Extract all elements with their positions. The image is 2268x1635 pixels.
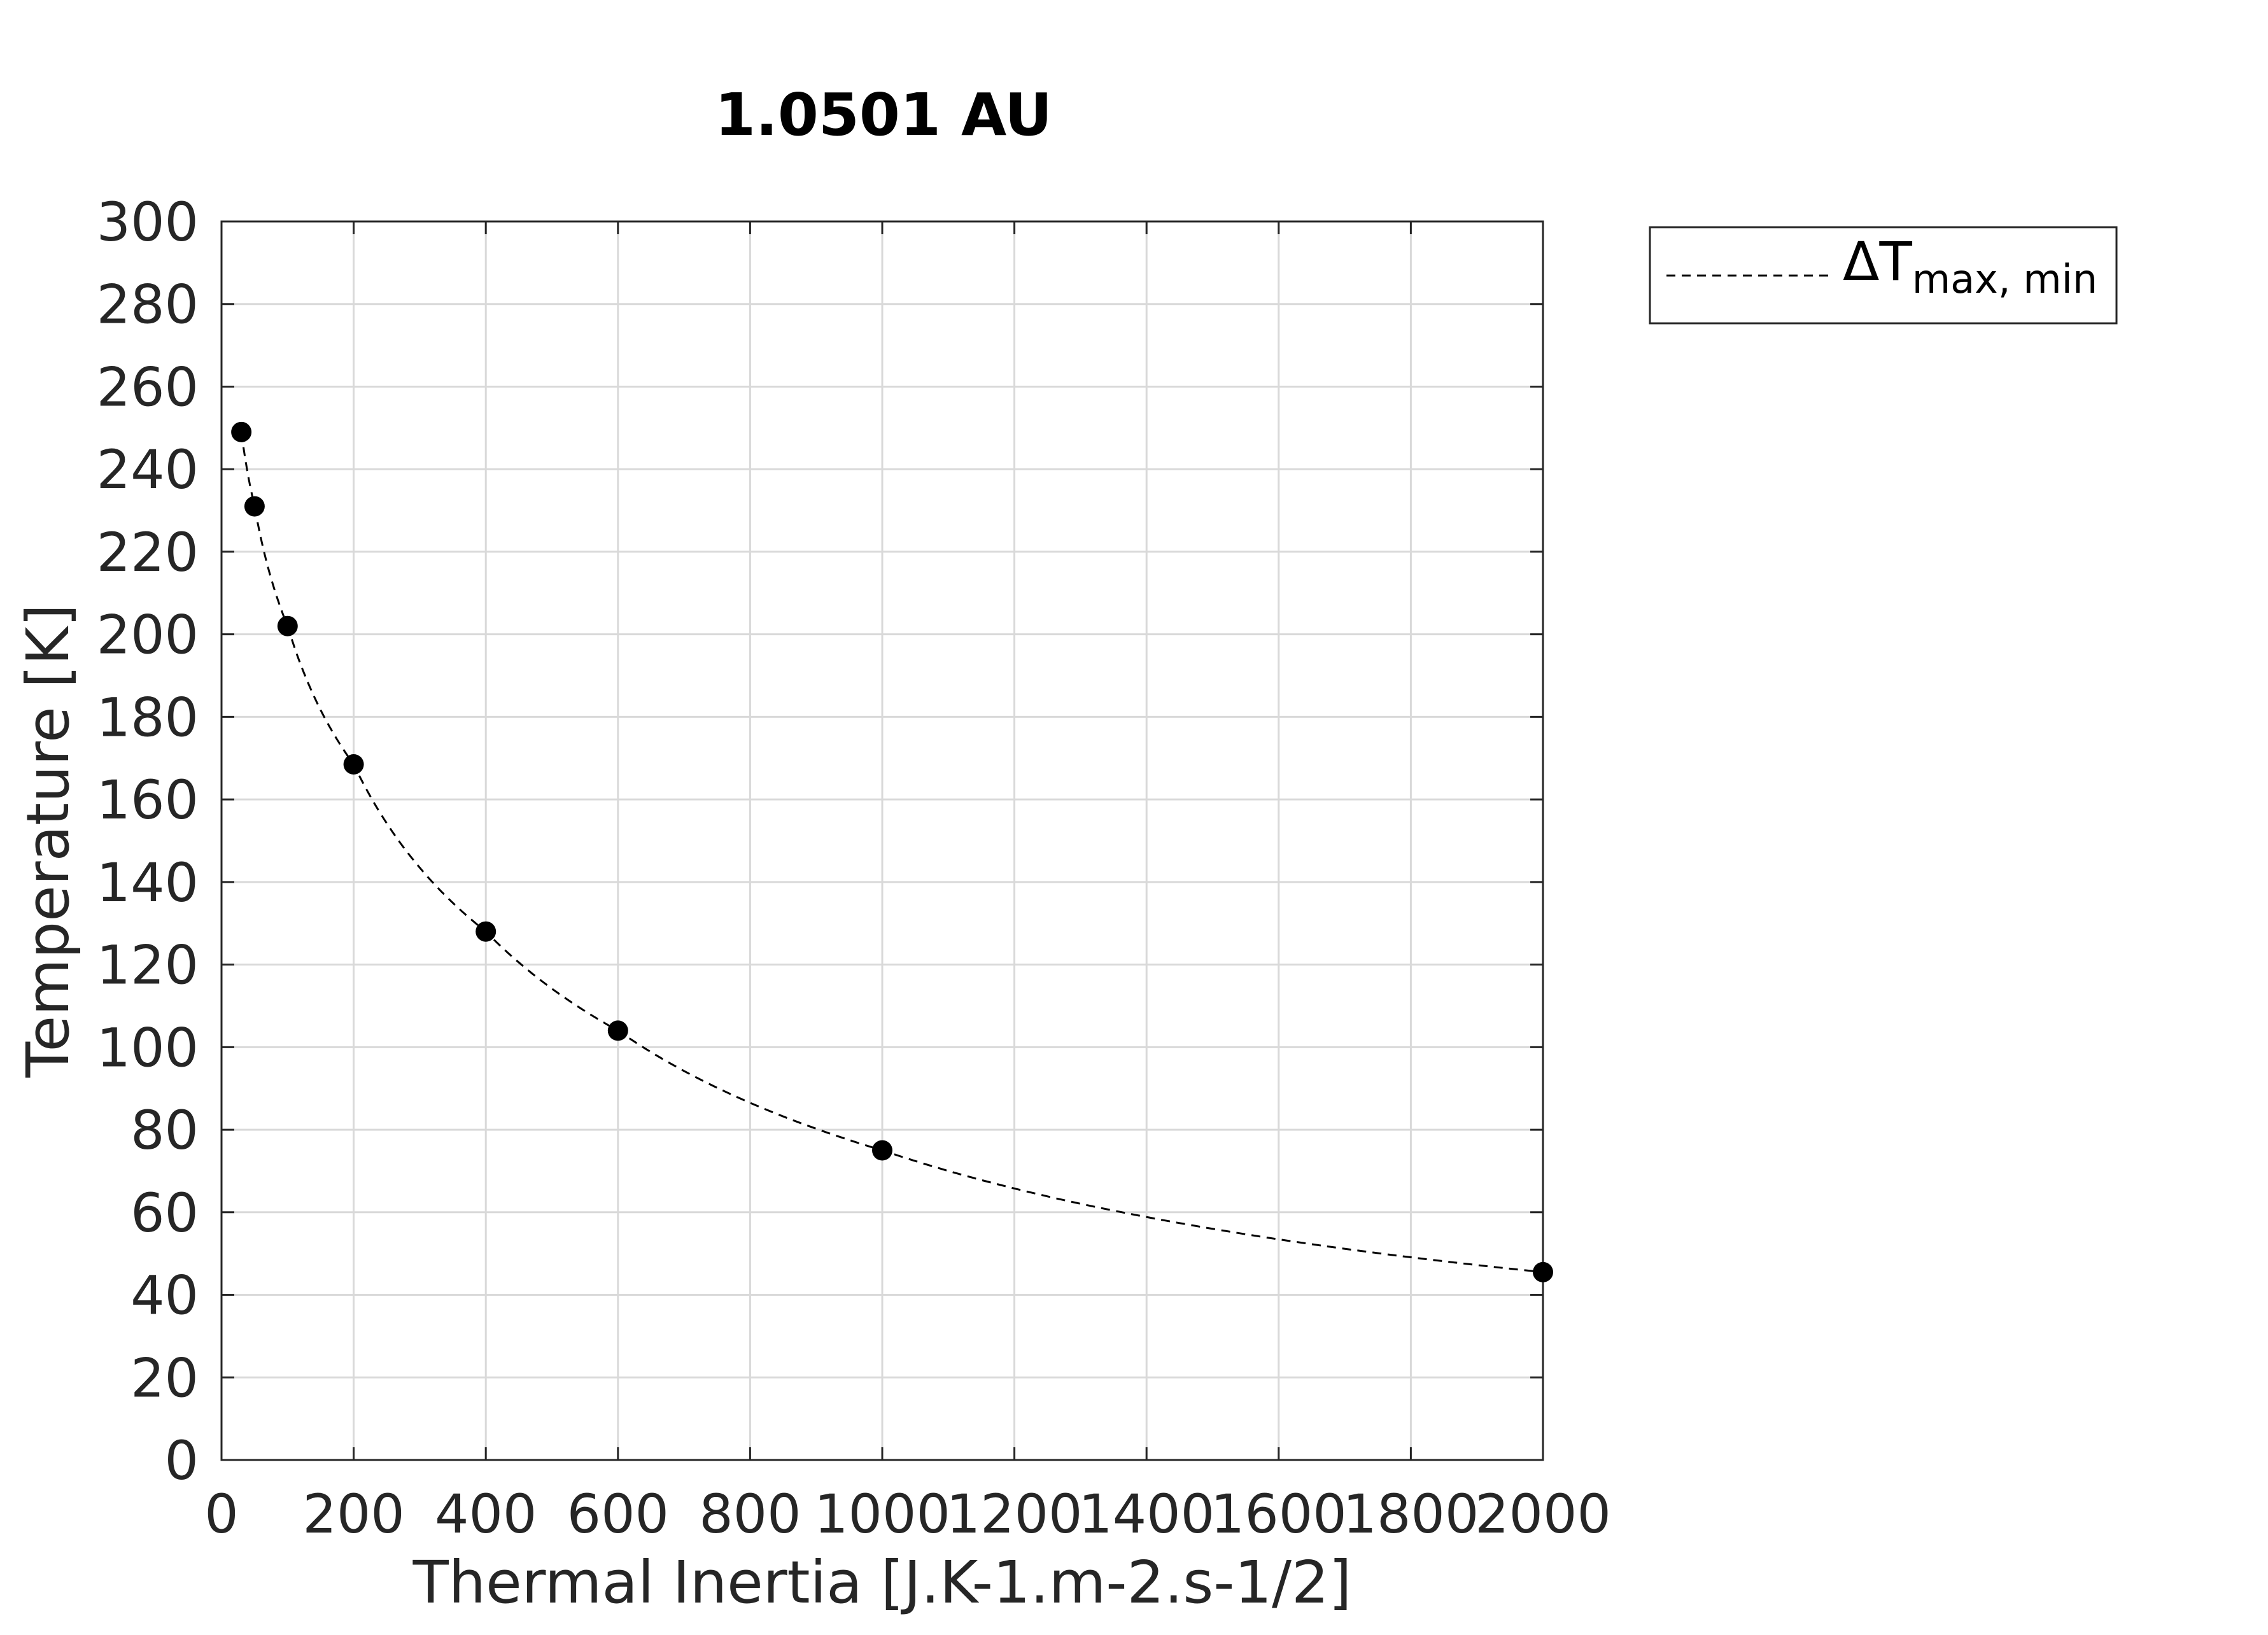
plot-area-frame xyxy=(220,220,1544,1461)
y-tick-label: 180 xyxy=(97,686,199,748)
y-tick-label: 160 xyxy=(97,769,199,831)
legend: ΔTmax, min xyxy=(1649,226,2118,325)
data-point xyxy=(475,921,497,942)
series-line xyxy=(240,432,1544,1274)
x-tick-label: 1400 xyxy=(1078,1483,1215,1545)
x-tick-label: 1200 xyxy=(947,1483,1083,1545)
x-tick-label: 2000 xyxy=(1475,1483,1611,1545)
x-axis-label: Thermal Inertia [J.K-1.m-2.s-1/2] xyxy=(412,1548,1352,1617)
data-point xyxy=(244,496,265,517)
y-tick-label: 200 xyxy=(97,604,199,666)
y-tick-label: 120 xyxy=(97,934,199,997)
data-point xyxy=(231,421,252,442)
y-tick-labels: 0 20 40 60 80 100 120 140 160 180 200 220 240 260 280 3… xyxy=(97,191,199,1492)
x-tick-label: 400 xyxy=(435,1483,537,1545)
y-tick-label: 0 xyxy=(165,1429,199,1492)
y-tick-label: 20 xyxy=(130,1347,199,1409)
y-tick-label: 300 xyxy=(97,191,199,253)
y-tick-label: 240 xyxy=(97,439,199,501)
legend-entry: ΔTmax, min xyxy=(1843,230,2097,302)
chart-title: 1.0501 AU xyxy=(715,81,1052,149)
x-tick-label: 200 xyxy=(302,1483,404,1545)
data-point xyxy=(277,615,298,636)
x-tick-label: 1000 xyxy=(814,1483,950,1545)
series-layer xyxy=(231,421,1553,1282)
data-point xyxy=(1533,1261,1553,1282)
y-tick-label: 60 xyxy=(130,1182,199,1244)
y-tick-label: 80 xyxy=(130,1099,199,1161)
x-tick-label: 1600 xyxy=(1211,1483,1347,1545)
data-point xyxy=(343,754,364,775)
data-point xyxy=(607,1020,628,1041)
y-tick-label: 140 xyxy=(97,852,199,914)
y-tick-label: 40 xyxy=(130,1265,199,1327)
x-tick-label: 600 xyxy=(567,1483,669,1545)
y-axis-label: Temperature [K] xyxy=(14,604,82,1078)
y-tick-label: 100 xyxy=(97,1016,199,1079)
x-tick-label: 1800 xyxy=(1343,1483,1479,1545)
x-tick-label: 800 xyxy=(699,1483,801,1545)
data-point xyxy=(872,1140,892,1161)
y-tick-label: 220 xyxy=(97,521,199,584)
y-tick-label: 260 xyxy=(97,356,199,418)
x-tick-label: 0 xyxy=(204,1483,238,1545)
y-tick-label: 280 xyxy=(97,274,199,336)
